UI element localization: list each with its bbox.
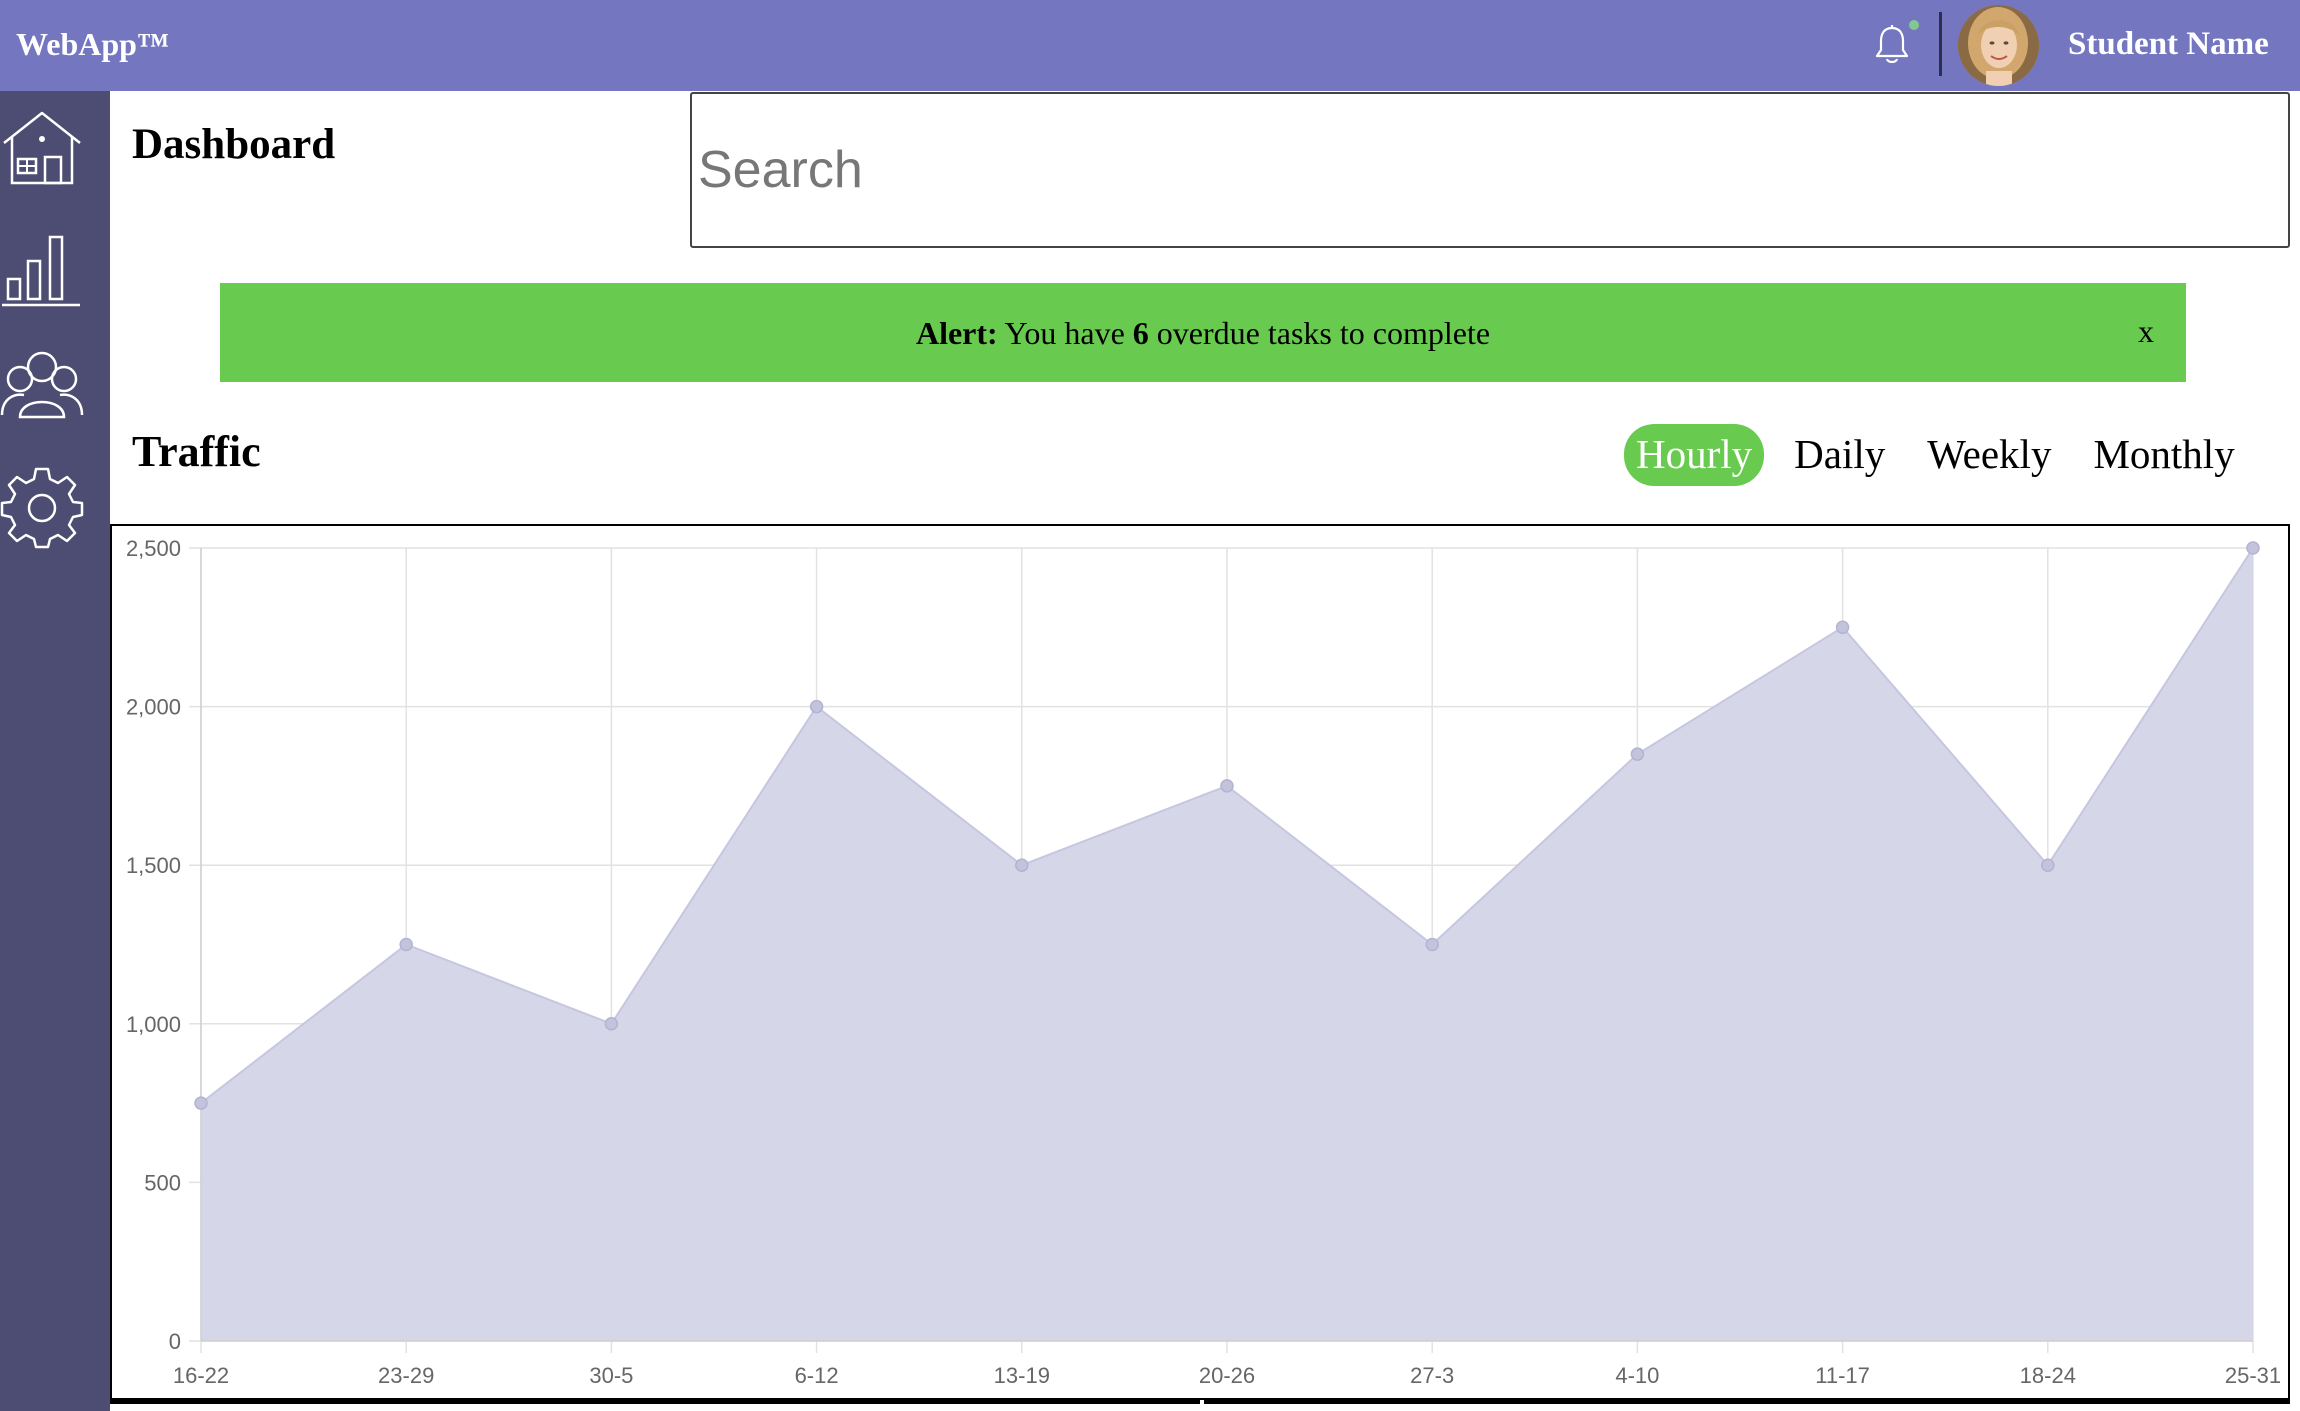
x-tick-label: 25-31 — [2225, 1363, 2281, 1388]
gear-icon[interactable] — [0, 465, 84, 549]
page-title: Dashboard — [132, 121, 336, 168]
alert-text-after: overdue tasks to complete — [1148, 315, 1491, 351]
top-header: WebApp™ Student Name — [0, 0, 2300, 91]
alert-close-button[interactable]: x — [2138, 313, 2154, 349]
y-tick-label: 1,000 — [126, 1012, 181, 1037]
lower-panel-border-right — [1204, 1400, 2290, 1404]
data-point — [1630, 747, 1645, 761]
avatar[interactable] — [1958, 5, 2039, 86]
traffic-area — [201, 548, 2253, 1341]
x-tick-label: 23-29 — [378, 1363, 434, 1388]
tab-hourly[interactable]: Hourly — [1624, 424, 1765, 486]
alert-banner: Alert: You have 6 overdue tasks to compl… — [220, 283, 2186, 382]
alert-text-before: You have — [997, 315, 1133, 351]
home-icon[interactable] — [0, 107, 84, 191]
x-tick-label: 11-17 — [1815, 1363, 1870, 1388]
y-tick-label: 2,500 — [126, 536, 181, 561]
y-tick-label: 2,000 — [126, 695, 181, 720]
x-tick-label: 6-12 — [795, 1363, 839, 1388]
users-icon[interactable] — [0, 345, 84, 429]
notification-indicator — [1909, 20, 1919, 30]
x-tick-label: 27-3 — [1410, 1363, 1454, 1388]
tab-weekly[interactable]: Weekly — [1927, 431, 2052, 477]
y-tick-label: 1,500 — [126, 853, 181, 878]
bar-chart-icon[interactable] — [0, 227, 84, 311]
data-point — [1220, 779, 1234, 793]
data-point — [1425, 937, 1439, 952]
notification-bell-icon[interactable] — [1868, 22, 1916, 70]
alert-message: Alert: You have 6 overdue tasks to compl… — [220, 315, 2186, 352]
traffic-chart-container: 0 500 1,000 1,500 2,000 2,500 16-22 23-29 30-5 6-… — [110, 524, 2290, 1400]
x-tick-label: 20-26 — [1199, 1363, 1255, 1388]
user-name[interactable]: Student Name — [2068, 26, 2269, 62]
avatar-image — [1958, 5, 2039, 86]
x-tick-label: 30-5 — [589, 1363, 633, 1388]
x-tick-label: 18-24 — [2020, 1363, 2076, 1388]
data-point — [2246, 541, 2260, 555]
x-tick-label: 4-10 — [1615, 1363, 1659, 1388]
tab-daily[interactable]: Daily — [1794, 431, 1886, 477]
alert-label: Alert: — [915, 315, 998, 351]
data-point — [1835, 620, 1850, 635]
data-point — [809, 699, 824, 714]
app-brand: WebApp™ — [16, 26, 169, 62]
traffic-chart: 0 500 1,000 1,500 2,000 2,500 16-22 23-29 30-5 6-… — [126, 536, 2281, 1388]
data-point — [399, 937, 413, 952]
data-point — [1015, 858, 1029, 872]
x-tick-label: 13-19 — [994, 1363, 1050, 1388]
header-divider — [1939, 12, 1942, 76]
lower-panel-border-left — [110, 1400, 1200, 1404]
sidebar — [0, 91, 110, 1411]
y-tick-label: 0 — [169, 1329, 181, 1354]
data-point — [194, 1096, 208, 1110]
alert-count: 6 — [1132, 315, 1149, 351]
tab-monthly[interactable]: Monthly — [2093, 431, 2235, 477]
search-input[interactable] — [690, 92, 2290, 248]
data-point — [604, 1017, 619, 1031]
x-tick-label: 16-22 — [173, 1363, 229, 1388]
traffic-title: Traffic — [132, 427, 261, 476]
data-point — [2041, 858, 2055, 872]
y-tick-label: 500 — [144, 1170, 181, 1195]
traffic-tabs: Hourly Daily Weekly Monthly — [1624, 418, 2265, 492]
